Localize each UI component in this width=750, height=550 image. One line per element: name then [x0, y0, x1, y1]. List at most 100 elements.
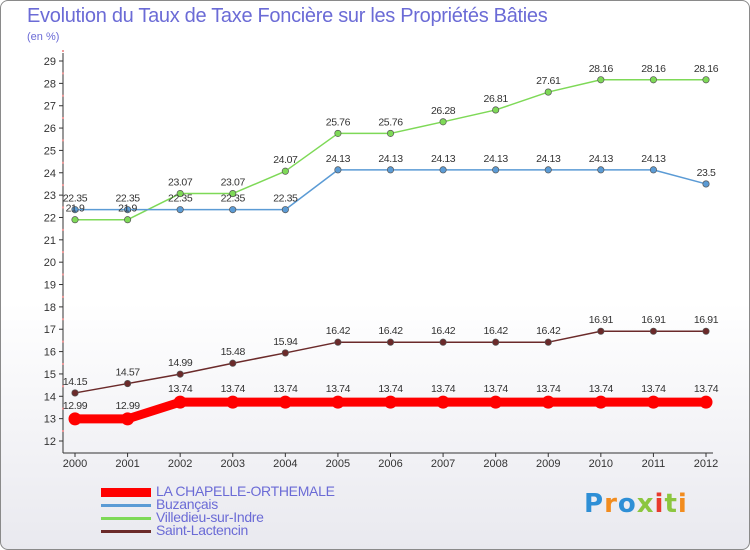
data-label: 24.13: [378, 153, 403, 165]
data-label: 25.76: [326, 116, 351, 128]
unit-label: (en %): [27, 31, 60, 43]
data-label: 12.99: [63, 400, 88, 412]
data-point: [649, 327, 657, 335]
data-label: 22.35: [115, 193, 140, 205]
y-tick-label: 15: [44, 369, 56, 381]
y-tick-label: 13: [44, 414, 56, 426]
logo-letter: r: [604, 489, 618, 519]
data-label: 13.74: [273, 383, 298, 395]
legend-swatch: [101, 488, 151, 497]
data-point: [699, 395, 713, 409]
x-tick-label: 2006: [378, 458, 402, 470]
y-tick-label: 22: [44, 212, 56, 224]
data-label: 12.99: [115, 400, 140, 412]
data-point: [226, 395, 240, 409]
y-tick-label: 21: [44, 235, 56, 247]
data-point: [544, 166, 552, 174]
data-label: 23.5: [697, 167, 716, 179]
data-label: 14.15: [63, 376, 88, 388]
legend-label: LA CHAPELLE-ORTHEMALE: [156, 483, 335, 499]
data-label: 15.48: [221, 346, 246, 358]
data-label: 22.35: [168, 193, 193, 205]
data-label: 28.16: [589, 63, 614, 75]
data-point: [334, 338, 342, 346]
data-point: [597, 76, 605, 84]
data-label: 24.13: [589, 153, 614, 165]
data-label: 16.91: [694, 314, 719, 326]
data-label: 23.07: [168, 177, 193, 189]
data-point: [439, 166, 447, 174]
legend-swatch: [101, 504, 151, 507]
data-point: [492, 338, 500, 346]
data-label: 13.74: [378, 383, 403, 395]
data-point: [489, 395, 503, 409]
data-label: 13.74: [431, 383, 456, 395]
data-point: [124, 380, 132, 388]
data-point: [71, 206, 79, 214]
y-tick-label: 25: [44, 145, 56, 157]
data-point: [331, 395, 345, 409]
data-label: 21.9: [118, 203, 137, 215]
data-point: [173, 395, 187, 409]
y-tick-label: 12: [44, 436, 56, 448]
data-label: 21.9: [66, 203, 85, 215]
data-point: [71, 216, 79, 224]
data-point: [229, 206, 237, 214]
data-label: 28.16: [694, 63, 719, 75]
data-label: 16.42: [326, 325, 351, 337]
y-tick-label: 27: [44, 101, 56, 113]
y-tick-label: 29: [44, 56, 56, 68]
legend-label: Villedieu-sur-Indre: [156, 509, 264, 525]
data-point: [649, 166, 657, 174]
data-label: 16.42: [431, 325, 456, 337]
y-tick-label: 28: [44, 78, 56, 90]
y-tick-label: 17: [44, 324, 56, 336]
data-label: 13.74: [326, 383, 351, 395]
logo-letter: x: [636, 489, 655, 519]
y-tick-label: 19: [44, 280, 56, 292]
data-label: 26.81: [484, 93, 509, 105]
data-point: [439, 118, 447, 126]
data-point: [386, 129, 395, 137]
data-label: 15.94: [273, 336, 298, 348]
data-point: [492, 166, 500, 174]
data-point: [649, 76, 657, 84]
logo-letter: i: [654, 489, 665, 519]
y-tick-label: 20: [44, 257, 56, 269]
data-point: [492, 106, 500, 114]
data-label: 26.28: [431, 105, 456, 117]
proxiti-logo: Proxiti: [584, 489, 688, 519]
data-point: [544, 338, 552, 346]
legend-label: Saint-Lactencin: [156, 522, 249, 538]
logo-letter: i: [677, 489, 688, 519]
data-label: 24.13: [641, 153, 666, 165]
data-point: [281, 167, 289, 175]
logo-letter: t: [664, 489, 678, 519]
data-point: [544, 88, 552, 96]
data-label: 16.91: [589, 314, 614, 326]
x-tick-label: 2010: [589, 458, 613, 470]
data-point: [439, 338, 447, 346]
data-label: 14.57: [115, 367, 140, 379]
data-label: 16.91: [641, 314, 666, 326]
logo-letter: P: [584, 489, 605, 519]
x-tick-label: 2001: [115, 458, 139, 470]
data-point: [281, 349, 289, 357]
y-tick-label: 16: [44, 347, 56, 359]
data-point: [646, 395, 660, 409]
data-point: [278, 395, 292, 409]
data-label: 16.42: [484, 325, 509, 337]
data-label: 14.99: [168, 357, 193, 369]
data-point: [176, 370, 184, 378]
data-point: [281, 206, 289, 214]
x-tick-label: 2003: [221, 458, 245, 470]
data-label: 13.74: [641, 383, 666, 395]
x-tick-label: 2011: [642, 458, 666, 470]
x-tick-label: 2009: [536, 458, 560, 470]
y-tick-label: 24: [44, 168, 56, 180]
legend-swatch: [101, 517, 151, 520]
data-point: [68, 412, 82, 426]
x-tick-label: 2008: [483, 458, 507, 470]
data-point: [124, 216, 132, 224]
